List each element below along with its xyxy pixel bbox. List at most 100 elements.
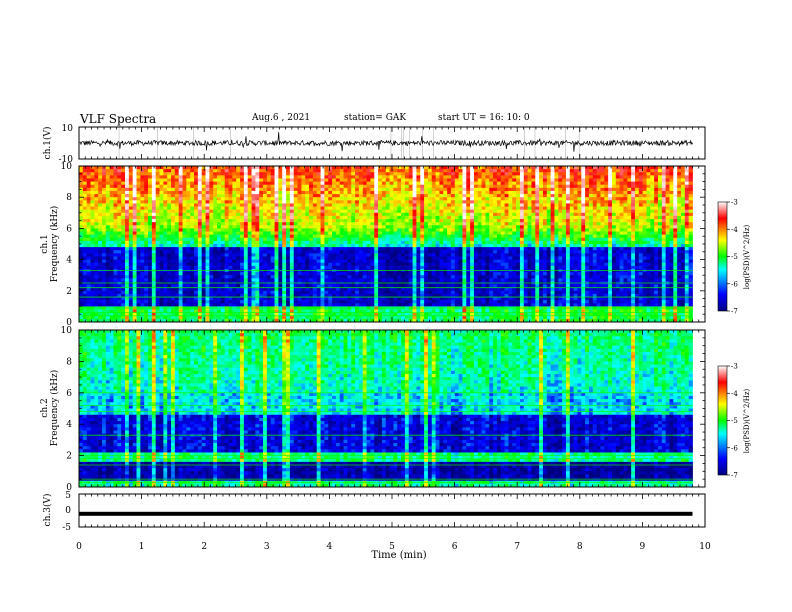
spectrogram-cell	[151, 244, 157, 248]
spectrogram-cell	[527, 190, 532, 195]
spectrogram-cell	[132, 256, 137, 260]
spectrogram-cell	[316, 197, 321, 201]
spectrogram-cell	[416, 197, 421, 201]
spectrogram-cell	[297, 169, 302, 173]
spectrogram-cell	[140, 225, 145, 229]
spectrogram-cell	[615, 237, 621, 242]
spectrogram-cell	[504, 169, 509, 173]
spectrogram-cell	[378, 231, 383, 236]
spectrogram-cell	[289, 194, 295, 198]
spectrogram-cell	[650, 222, 655, 226]
spectrogram-cell	[623, 237, 628, 242]
spectrogram-cell	[362, 172, 367, 176]
spectrogram-cell	[113, 200, 118, 204]
spectrogram-cell	[136, 215, 141, 220]
spectrogram-cell	[408, 197, 413, 201]
spectrogram-cell	[159, 234, 164, 239]
spectrogram-cell	[351, 240, 356, 245]
spectrogram-cell	[320, 240, 325, 245]
spectrogram-cell	[316, 237, 321, 242]
spectrogram-cell	[604, 209, 609, 214]
spectrogram-cell	[282, 194, 287, 198]
spectrogram-cell	[263, 206, 268, 211]
spectrogram-cell	[412, 178, 417, 182]
spectrogram-cell	[148, 240, 153, 245]
spectrogram-cell	[339, 215, 344, 220]
spectrogram-cell	[351, 244, 356, 248]
spectrogram-cell	[654, 206, 659, 211]
spectrogram-cell	[619, 237, 624, 242]
spectrogram-cell	[113, 194, 118, 198]
spectrogram-cell	[424, 225, 429, 229]
spectrogram-cell	[554, 190, 559, 195]
spectrogram-cell	[439, 197, 444, 201]
spectrogram-cell	[600, 203, 605, 207]
spectrogram-cell	[324, 206, 329, 211]
spectrogram-cell	[684, 200, 690, 204]
spectrogram-cell	[144, 247, 149, 251]
spectrogram-cell	[213, 240, 218, 245]
spectrogram-cell	[504, 184, 509, 189]
spectrogram-cell	[473, 234, 479, 239]
spectrogram-cell	[569, 244, 575, 248]
spectrogram-cell	[355, 181, 360, 186]
spectrogram-cell	[224, 234, 229, 239]
spectrogram-cell	[581, 194, 586, 198]
spectrogram-cell	[435, 206, 440, 211]
spectrogram-cell	[477, 169, 482, 173]
spectrogram-cell	[286, 175, 291, 179]
spectrogram-cell	[408, 222, 413, 226]
spectrogram-cell	[493, 240, 498, 245]
spectrogram-cell	[255, 219, 260, 223]
spectrogram-cell	[577, 190, 582, 195]
spectrogram-cell	[554, 187, 559, 192]
spectrogram-cell	[642, 203, 647, 207]
spectrogram-cell	[424, 219, 429, 223]
spectrogram-cell	[650, 184, 655, 189]
spectrogram-cell	[301, 194, 306, 198]
spectrogram-cell	[201, 200, 206, 204]
spectrogram-cell	[489, 181, 494, 186]
spectrogram-cell	[677, 234, 682, 239]
spectrogram-cell	[481, 187, 486, 192]
spectrogram-cell	[470, 178, 475, 182]
spectrogram-cell	[588, 197, 594, 201]
spectrogram-cell	[412, 228, 417, 232]
spectrogram-cell	[412, 256, 417, 260]
spectrogram-cell	[542, 225, 548, 229]
spectrogram-cell	[366, 256, 371, 260]
spectrogram-cell	[489, 187, 494, 192]
spectrogram-cell	[500, 222, 505, 226]
spectrogram-cell	[136, 194, 141, 198]
spectrogram-cell	[205, 228, 210, 232]
spectrogram-cell	[197, 212, 203, 217]
spectrogram-cell	[343, 181, 348, 186]
spectrogram-cell	[293, 250, 298, 254]
spectrogram-cell	[431, 225, 436, 229]
spectrogram-cell	[481, 166, 486, 170]
spectrogram-cell	[592, 209, 598, 214]
spectrogram-cell	[634, 178, 640, 182]
spectrogram-cell	[228, 169, 233, 173]
spectrogram-cell	[500, 253, 505, 257]
spectrogram-cell	[665, 190, 670, 195]
spectrogram-cell	[366, 206, 371, 211]
spectrogram-cell	[558, 172, 563, 176]
spectrogram-cell	[109, 178, 114, 182]
spectrogram-cell	[232, 175, 237, 179]
spectrogram-cell	[309, 194, 314, 198]
spectrogram-cell	[374, 237, 379, 242]
spectrogram-cell	[132, 181, 137, 186]
spectrogram-cell	[186, 212, 191, 217]
spectrogram-cell	[205, 175, 210, 179]
spectrogram-cell	[366, 253, 371, 257]
spectrogram-cell	[94, 190, 99, 195]
spectrogram-cell	[631, 250, 636, 254]
spectrogram-cell	[320, 175, 325, 179]
spectrogram-cell	[454, 215, 459, 220]
spectrogram-cell	[527, 175, 532, 179]
spectrogram-cell	[397, 234, 402, 239]
spectrogram-cell	[347, 197, 352, 201]
spectrogram-cell	[454, 240, 459, 245]
spectrogram-cell	[443, 212, 448, 217]
